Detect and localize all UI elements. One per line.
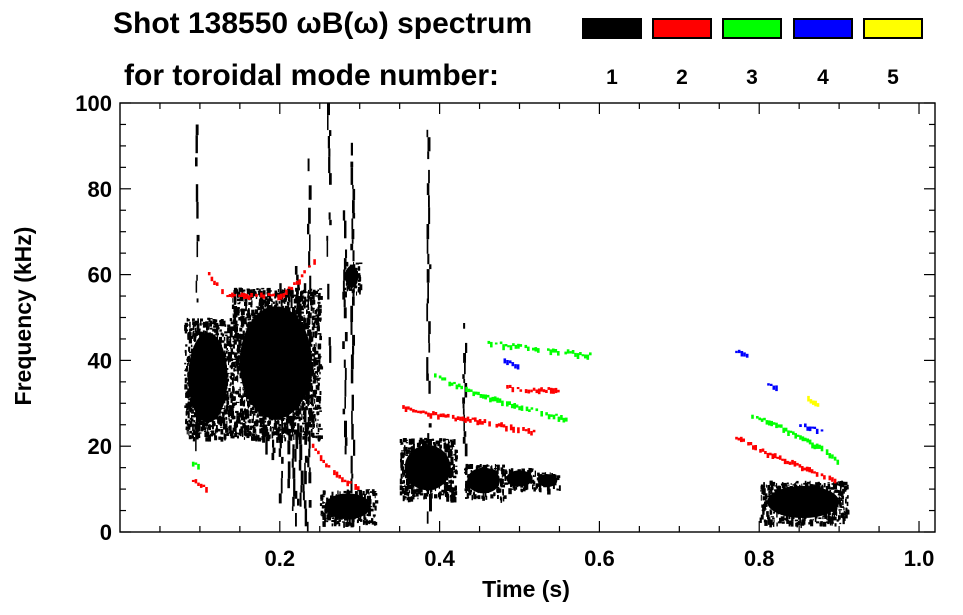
mode-5-line-0 xyxy=(807,395,820,407)
mode-1-strand-9 xyxy=(350,142,356,494)
x-tick-label-2: 0.6 xyxy=(584,546,615,571)
mode-3-line-1 xyxy=(487,340,592,360)
legend-swatch-mode-4 xyxy=(793,18,853,39)
mode-1-strand-2 xyxy=(290,291,296,511)
spectrogram-data xyxy=(184,103,850,532)
mode-2-line-0 xyxy=(207,259,316,301)
mode-3-line-0 xyxy=(434,373,568,423)
x-tick-label-1: 0.4 xyxy=(424,546,455,571)
mode-1-strand-13 xyxy=(326,103,332,363)
mode-1-region-0 xyxy=(184,317,235,442)
mode-4-line-3 xyxy=(799,423,824,434)
y-tick-label-80: 80 xyxy=(88,177,112,202)
mode-2-line-5 xyxy=(191,479,208,493)
mode-2-line-3 xyxy=(506,384,560,395)
legend-swatch-mode-1 xyxy=(582,18,642,39)
legend-swatch-mode-5 xyxy=(863,18,923,39)
legend-label-mode-4: 4 xyxy=(817,66,829,89)
mode-2-line-2 xyxy=(402,405,536,436)
mode-4-series xyxy=(503,349,824,434)
legend-swatch-mode-3 xyxy=(722,18,782,39)
mode-2-line-4 xyxy=(735,436,837,484)
x-tick-label-4: 1.0 xyxy=(904,546,935,571)
mode-1-strand-1 xyxy=(286,307,291,489)
y-tick-label-40: 40 xyxy=(88,348,112,373)
mode-1-strand-5 xyxy=(302,283,308,527)
mode-2-line-1 xyxy=(311,443,360,490)
mode-1-strand-8 xyxy=(262,345,268,455)
mode-1-strand-4 xyxy=(298,296,304,507)
mode-1-strand-0 xyxy=(278,283,284,504)
legend-label-mode-5: 5 xyxy=(887,66,899,89)
mode-1-region-2 xyxy=(319,489,379,528)
mode-3-line-3 xyxy=(191,461,200,470)
chart-title-line2: for toroidal mode number: xyxy=(124,59,499,92)
mode-5-series xyxy=(807,395,820,407)
legend-swatch-mode-2 xyxy=(652,18,712,39)
mode-3-line-2 xyxy=(751,414,840,465)
mode-3-series xyxy=(191,340,840,470)
y-tick-label-0: 0 xyxy=(100,520,112,545)
mode-4-line-0 xyxy=(503,358,520,370)
legend-label-mode-1: 1 xyxy=(606,66,618,89)
mode-1-region-7 xyxy=(535,472,561,495)
x-tick-label-3: 0.8 xyxy=(744,546,775,571)
mode-1-strand-6 xyxy=(306,158,312,532)
mode-1-strand-11 xyxy=(426,129,432,524)
y-tick-label-20: 20 xyxy=(88,434,112,459)
y-axis-label: Frequency (kHz) xyxy=(10,227,36,406)
mode-1-region-5 xyxy=(464,463,507,503)
plot-axes: 0 20 40 60 80 100 0.2 0.4 0.6 0.8 1.0 xyxy=(75,91,936,571)
x-tick-label-0: 0.2 xyxy=(265,546,296,571)
mode-1-region-8 xyxy=(759,480,850,529)
mode-1-strand-12 xyxy=(194,124,200,452)
mode-4-line-2 xyxy=(767,383,778,392)
mode-1-strand-10 xyxy=(342,210,348,455)
y-tick-label-100: 100 xyxy=(75,91,112,116)
mode-2-series xyxy=(191,259,837,493)
x-axis-label: Time (s) xyxy=(482,576,570,602)
mode-1-region-6 xyxy=(503,467,539,495)
legend-label-mode-3: 3 xyxy=(746,66,758,89)
legend-label-mode-2: 2 xyxy=(676,66,688,89)
chart-title-line1: Shot 138550 ωB(ω) spectrum xyxy=(113,7,533,40)
mode-1-strand-7 xyxy=(270,312,276,461)
mode-4-line-1 xyxy=(735,349,749,358)
y-tick-label-60: 60 xyxy=(88,263,112,288)
mode-1-series xyxy=(184,103,850,532)
